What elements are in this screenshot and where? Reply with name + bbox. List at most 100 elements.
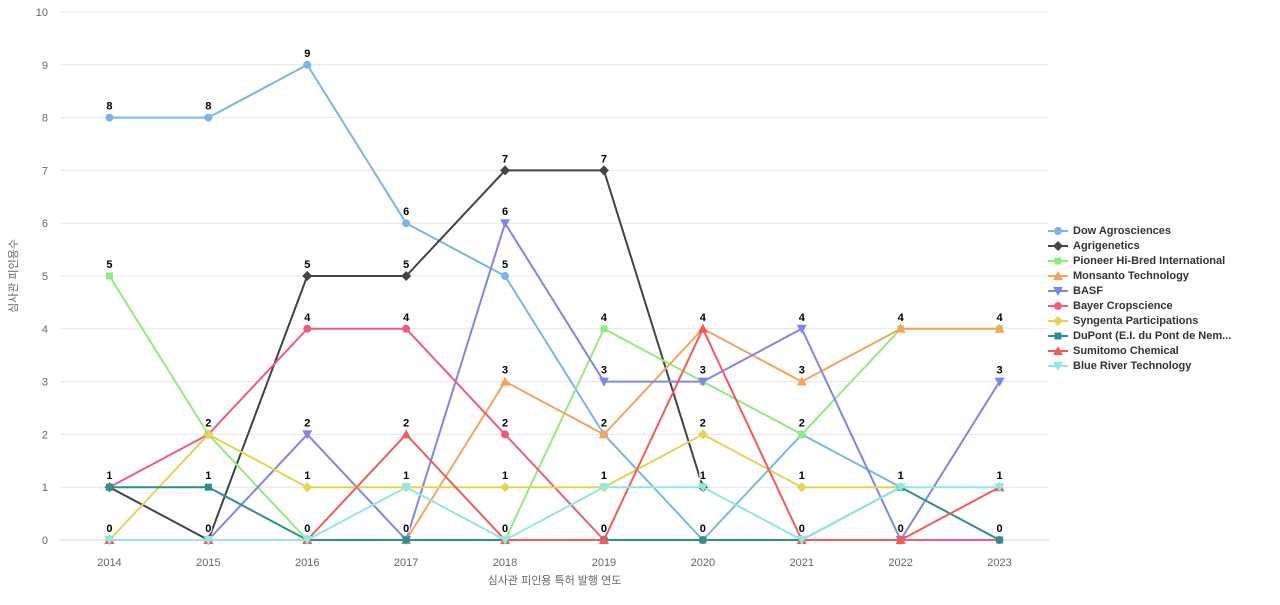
data-point[interactable] [996,536,1004,544]
data-label: 3 [502,365,508,377]
data-point[interactable] [203,429,214,440]
data-point[interactable] [994,323,1005,333]
data-point[interactable] [500,219,511,229]
legend-item[interactable]: DuPont (E.I. du Pont de Nem... [1048,328,1231,343]
legend-item[interactable]: BASF [1048,283,1231,298]
data-point[interactable] [895,483,906,493]
data-point[interactable] [302,482,313,493]
data-point[interactable] [697,323,708,333]
data-point[interactable] [895,323,906,333]
marker-diamond [1053,240,1063,251]
data-label: 1 [205,470,211,482]
data-point[interactable] [796,324,807,334]
data-point[interactable] [402,536,410,544]
data-label: 0 [700,523,706,535]
data-point[interactable] [600,325,608,333]
legend-label: Agrigenetics [1073,239,1140,252]
legend-label: Bayer Cropscience [1073,299,1173,312]
data-point[interactable] [303,60,312,69]
data-point[interactable] [303,324,312,333]
data-point[interactable] [105,272,113,280]
legend-label: BASF [1073,284,1103,297]
data-label: 3 [601,365,607,377]
data-point[interactable] [500,376,511,386]
x-tick-label: 2015 [196,557,220,569]
data-point[interactable] [796,536,807,545]
legend-item[interactable]: Agrigenetics [1048,238,1231,253]
data-point[interactable] [500,165,511,176]
data-point[interactable] [699,536,707,544]
marker-circle [1054,301,1062,310]
data-point[interactable] [598,535,609,544]
data-label: 7 [601,153,607,165]
data-point[interactable] [796,482,807,493]
legend-marker-icon [1048,332,1068,339]
data-point[interactable] [697,429,708,440]
data-point[interactable] [204,483,212,491]
data-label: 5 [304,259,310,271]
legend-item[interactable]: Dow Agrosciences [1048,223,1231,238]
data-point[interactable] [204,113,213,122]
x-tick-label: 2018 [493,557,517,569]
legend-item[interactable]: Blue River Technology [1048,358,1231,373]
data-point[interactable] [796,376,807,386]
y-tick-label: 9 [42,60,48,72]
data-point[interactable] [401,483,412,493]
marker-triangle [1053,345,1063,355]
data-point[interactable] [895,535,906,544]
legend-item[interactable]: Monsanto Technology [1048,268,1231,283]
marker-square [1054,257,1062,264]
data-point[interactable] [105,483,113,491]
data-label: 8 [106,101,112,113]
x-tick-label: 2017 [394,557,418,569]
x-tick-label: 2016 [295,557,319,569]
data-point[interactable] [501,430,510,439]
data-point[interactable] [104,536,115,545]
data-label: 3 [700,365,706,377]
data-point[interactable] [203,536,214,545]
data-label: 1 [601,470,607,482]
data-label: 4 [898,312,905,324]
legend-marker-icon [1048,240,1068,251]
y-tick-label: 5 [42,271,48,283]
x-tick-label: 2021 [790,557,814,569]
data-point[interactable] [697,377,708,387]
data-point[interactable] [994,483,1005,493]
series-line [108,222,1001,541]
data-label: 6 [502,206,508,218]
data-point[interactable] [500,482,511,493]
data-label: 1 [403,470,409,482]
data-label: 4 [799,312,806,324]
x-tick-label: 2023 [987,557,1011,569]
data-point[interactable] [598,483,609,493]
legend-item[interactable]: Bayer Cropscience [1048,298,1231,313]
data-point[interactable] [105,113,114,122]
legend-marker-icon [1048,301,1068,310]
data-point[interactable] [697,483,708,493]
y-tick-label: 4 [42,324,48,336]
data-point[interactable] [994,377,1005,387]
data-point[interactable] [302,536,313,545]
data-label: 2 [601,417,607,429]
data-point[interactable] [798,430,806,438]
data-point[interactable] [501,272,510,280]
legend: Dow Agrosciences Agrigenetics Pioneer Hi-B… [1048,223,1231,373]
data-label: 1 [106,470,112,482]
data-point[interactable] [598,429,609,439]
data-point[interactable] [598,377,609,387]
data-point[interactable] [401,429,412,439]
data-point[interactable] [402,219,411,228]
data-point[interactable] [302,271,313,281]
data-point[interactable] [401,271,412,281]
legend-label: DuPont (E.I. du Pont de Nem... [1073,329,1232,342]
legend-item[interactable]: Pioneer Hi-Bred International [1048,253,1231,268]
marker-diamond [1053,315,1063,326]
legend-item[interactable]: Sumitomo Chemical [1048,343,1231,358]
marker-triangle [1053,270,1063,280]
data-point[interactable] [402,324,411,333]
data-point[interactable] [500,536,511,545]
legend-item[interactable]: Syngenta Participations [1048,313,1231,328]
data-point[interactable] [598,165,609,176]
y-tick-label: 7 [42,165,48,177]
data-point[interactable] [302,430,313,440]
